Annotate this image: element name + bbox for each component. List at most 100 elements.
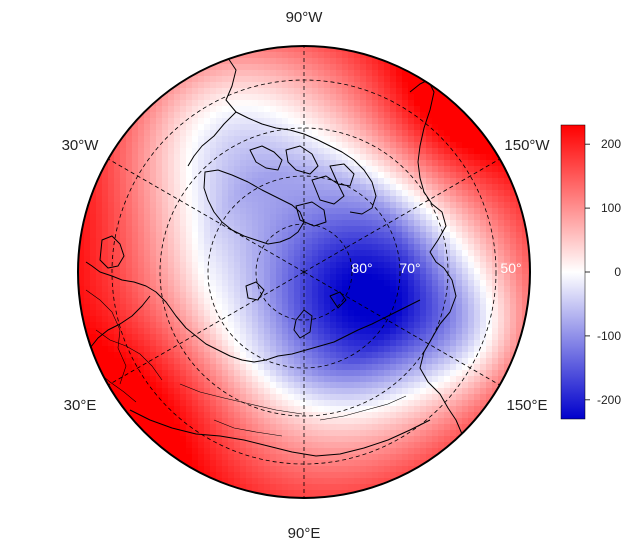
field-cell [228,148,235,155]
field-cell [246,106,253,113]
field-cell [372,412,379,419]
field-cell [480,268,487,275]
field-cell [126,358,133,365]
field-cell [480,178,487,185]
field-cell [162,418,169,425]
field-cell [306,370,313,377]
field-cell [306,190,313,197]
field-cell [438,430,445,437]
field-cell [378,472,385,479]
field-cell [348,298,355,305]
field-cell [384,298,391,305]
field-cell [144,400,151,407]
field-cell [294,70,301,77]
field-cell [132,250,139,257]
field-cell [342,280,349,287]
field-cell [132,244,139,251]
field-cell [180,148,187,155]
field-cell [288,112,295,119]
field-cell [174,370,181,377]
field-cell [426,142,433,149]
field-cell [378,322,385,329]
field-cell [420,418,427,425]
field-cell [270,94,277,101]
field-cell [120,382,127,389]
field-cell [354,316,361,323]
field-cell [414,346,421,353]
field-cell [504,244,511,251]
field-cell [270,472,277,479]
field-cell [174,322,181,329]
field-cell [378,100,385,107]
field-cell [522,250,529,257]
field-cell [324,298,331,305]
field-cell [258,370,265,377]
field-cell [288,304,295,311]
field-cell [444,88,451,95]
field-cell [156,280,163,287]
field-cell [276,106,283,113]
field-cell [354,220,361,227]
field-cell [420,196,427,203]
field-cell [372,238,379,245]
field-cell [222,268,229,275]
field-cell [420,310,427,317]
field-cell [204,340,211,347]
field-cell [270,100,277,107]
field-cell [360,232,367,239]
field-cell [360,142,367,149]
field-cell [198,448,205,455]
field-cell [264,412,271,419]
field-cell [258,376,265,383]
field-cell [390,298,397,305]
field-cell [342,346,349,353]
field-cell [414,172,421,179]
field-cell [480,322,487,329]
field-cell [342,154,349,161]
field-cell [204,244,211,251]
field-cell [210,244,217,251]
field-cell [414,310,421,317]
field-cell [222,136,229,143]
field-cell [258,466,265,473]
field-cell [324,346,331,353]
field-cell [372,466,379,473]
field-cell [96,220,103,227]
field-cell [168,166,175,173]
field-cell [258,112,265,119]
field-cell [306,400,313,407]
field-cell [198,442,205,449]
field-cell [120,238,127,245]
field-cell [498,310,505,317]
field-cell [306,106,313,113]
field-cell [462,328,469,335]
field-cell [330,484,337,491]
field-cell [162,352,169,359]
field-cell [168,184,175,191]
field-cell [354,172,361,179]
field-cell [306,262,313,269]
field-cell [288,184,295,191]
field-cell [96,298,103,305]
field-cell [432,178,439,185]
field-cell [318,322,325,329]
field-cell [492,196,499,203]
field-cell [300,262,307,269]
field-cell [300,304,307,311]
field-cell [498,166,505,173]
field-cell [294,154,301,161]
field-cell [150,214,157,221]
field-cell [138,364,145,371]
field-cell [282,448,289,455]
field-cell [474,220,481,227]
field-cell [396,220,403,227]
field-cell [294,460,301,467]
field-cell [264,100,271,107]
field-cell [204,214,211,221]
field-cell [402,442,409,449]
field-cell [210,280,217,287]
field-cell [396,274,403,281]
field-cell [426,202,433,209]
field-cell [336,100,343,107]
field-cell [414,76,421,83]
